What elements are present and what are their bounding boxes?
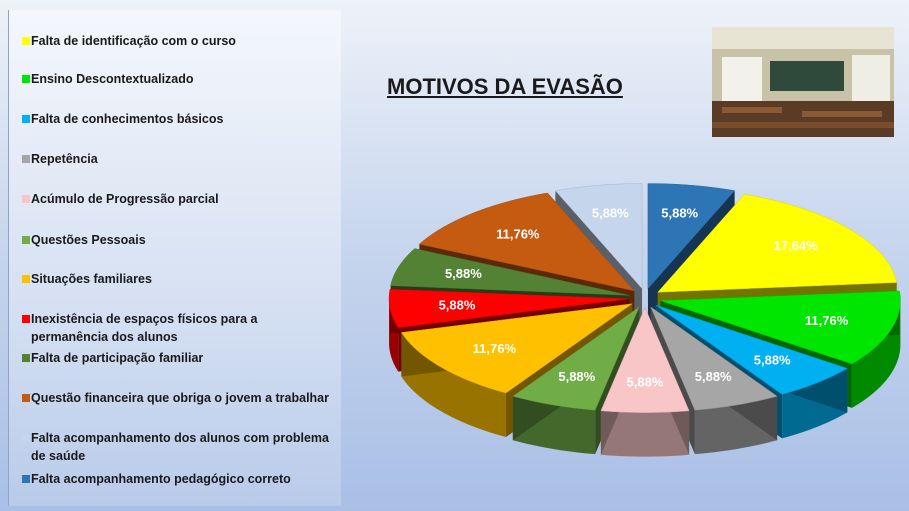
data-label: 5,88% (592, 206, 629, 221)
data-label: 5,88% (627, 375, 664, 390)
data-label: 5,88% (661, 206, 698, 221)
data-label: 5,88% (439, 297, 476, 312)
pie-chart: 17,64% 11,76% 5,88% 5,88% 5,88% 5,88% 11,76% 5,… (0, 0, 909, 511)
data-label: 5,88% (558, 369, 595, 384)
data-label: 11,76% (805, 313, 849, 328)
data-label: 11,76% (496, 226, 540, 241)
data-label: 5,88% (754, 352, 791, 367)
slide: Falta de identificação com o cursoEnsino… (0, 0, 909, 511)
data-label: 11,76% (473, 341, 517, 356)
data-label: 5,88% (695, 369, 732, 384)
data-label: 17,64% (774, 238, 819, 253)
data-label: 5,88% (445, 266, 482, 281)
